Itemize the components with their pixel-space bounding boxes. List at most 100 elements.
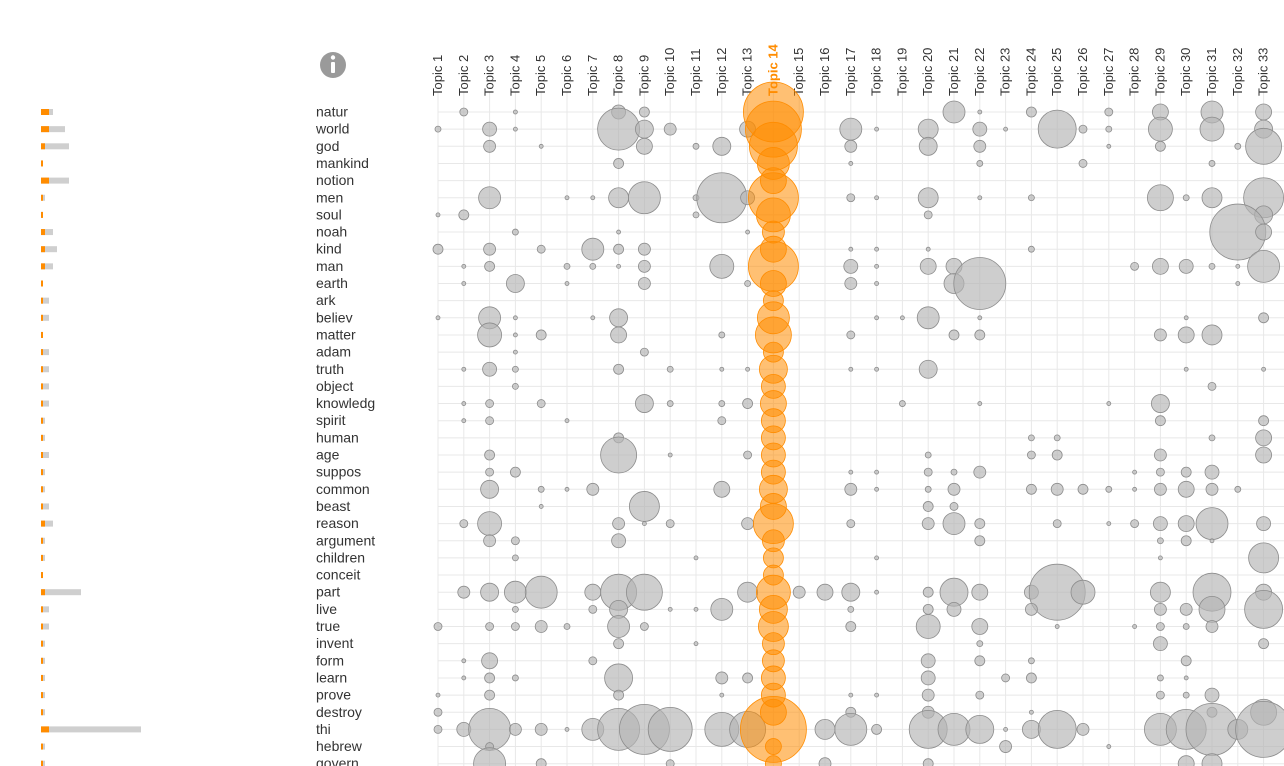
- bubble[interactable]: [461, 418, 467, 424]
- bubble[interactable]: [874, 692, 879, 698]
- topic-label[interactable]: Topic 8: [611, 55, 626, 96]
- bubble[interactable]: [1050, 482, 1064, 496]
- bubble[interactable]: [693, 641, 699, 647]
- bubble[interactable]: [536, 244, 546, 254]
- bubble[interactable]: [484, 260, 496, 272]
- bubble[interactable]: [1026, 106, 1037, 118]
- bubble[interactable]: [1180, 655, 1192, 667]
- bubble[interactable]: [586, 482, 600, 496]
- bubble[interactable]: [483, 534, 497, 548]
- topic-label[interactable]: Topic 26: [1075, 48, 1090, 96]
- bubble[interactable]: [848, 246, 854, 252]
- bubble[interactable]: [1183, 366, 1189, 372]
- bubble[interactable]: [1155, 140, 1166, 152]
- bubble[interactable]: [485, 416, 495, 426]
- bubble[interactable]: [971, 583, 989, 601]
- bubble[interactable]: [1147, 184, 1174, 212]
- term-label[interactable]: men: [316, 189, 343, 205]
- term-label[interactable]: govern: [316, 755, 359, 766]
- bubble[interactable]: [1158, 555, 1163, 561]
- bubble[interactable]: [1234, 485, 1242, 493]
- bubble[interactable]: [692, 142, 700, 150]
- term-label[interactable]: man: [316, 258, 343, 274]
- bubble[interactable]: [977, 401, 983, 406]
- bubble[interactable]: [512, 382, 519, 390]
- bubble[interactable]: [1029, 709, 1034, 715]
- bubble[interactable]: [846, 330, 856, 340]
- bubble[interactable]: [1078, 159, 1088, 168]
- bubble[interactable]: [608, 187, 629, 209]
- bubble[interactable]: [1256, 516, 1271, 531]
- bubble[interactable]: [484, 689, 496, 701]
- bubble[interactable]: [1157, 537, 1164, 545]
- bubble[interactable]: [485, 622, 495, 631]
- bubble[interactable]: [973, 465, 987, 479]
- highlighted-bubble[interactable]: [765, 755, 782, 766]
- term-label[interactable]: reason: [316, 515, 359, 531]
- bubble[interactable]: [663, 122, 677, 136]
- term-label[interactable]: common: [316, 481, 370, 497]
- bubble[interactable]: [1154, 448, 1167, 462]
- bubble[interactable]: [511, 622, 520, 631]
- bubble[interactable]: [1105, 485, 1113, 493]
- bubble[interactable]: [478, 186, 502, 210]
- bubble[interactable]: [613, 363, 624, 375]
- bubble[interactable]: [506, 274, 525, 293]
- bubble[interactable]: [1027, 450, 1036, 460]
- topic-label[interactable]: Topic 27: [1101, 48, 1116, 96]
- bubble[interactable]: [874, 263, 879, 269]
- bubble[interactable]: [713, 480, 731, 498]
- bubble[interactable]: [563, 262, 571, 270]
- term-label[interactable]: part: [316, 584, 340, 600]
- bubble[interactable]: [473, 747, 506, 766]
- term-label[interactable]: live: [316, 601, 337, 617]
- bubble[interactable]: [433, 622, 443, 631]
- bubble[interactable]: [1154, 482, 1167, 496]
- bubble[interactable]: [563, 623, 571, 630]
- bubble[interactable]: [1154, 602, 1167, 616]
- bubble[interactable]: [581, 237, 605, 261]
- bubble[interactable]: [917, 118, 939, 140]
- bubble[interactable]: [1195, 507, 1229, 540]
- bubble[interactable]: [848, 692, 854, 698]
- bubble[interactable]: [1182, 691, 1190, 699]
- bubble[interactable]: [999, 740, 1012, 753]
- bubble[interactable]: [485, 467, 495, 477]
- bubble[interactable]: [512, 365, 519, 373]
- bubble[interactable]: [899, 400, 906, 407]
- bubble[interactable]: [1104, 107, 1114, 117]
- bubble[interactable]: [718, 400, 726, 407]
- bubble[interactable]: [1022, 720, 1041, 739]
- bubble[interactable]: [1051, 449, 1063, 461]
- bubble[interactable]: [717, 416, 727, 426]
- term-label[interactable]: conceit: [316, 567, 360, 583]
- bubble[interactable]: [1178, 258, 1194, 274]
- topic-label[interactable]: Topic 6: [559, 55, 574, 96]
- bubble[interactable]: [1255, 446, 1272, 464]
- bubble[interactable]: [482, 121, 498, 137]
- bubble[interactable]: [597, 107, 640, 151]
- bubble[interactable]: [665, 519, 675, 528]
- bubble[interactable]: [744, 280, 751, 287]
- bubble[interactable]: [564, 281, 570, 286]
- bubble[interactable]: [972, 121, 988, 137]
- topic-label[interactable]: Topic 16: [817, 48, 832, 96]
- bubble[interactable]: [483, 139, 497, 153]
- bubble[interactable]: [742, 398, 753, 409]
- bubble[interactable]: [1026, 672, 1037, 684]
- bubble[interactable]: [846, 193, 856, 203]
- bubble[interactable]: [480, 479, 500, 499]
- bubble[interactable]: [874, 281, 879, 286]
- bubble[interactable]: [918, 359, 938, 379]
- bubble[interactable]: [613, 638, 624, 650]
- bubble[interactable]: [1025, 602, 1038, 616]
- bubble[interactable]: [635, 119, 654, 139]
- topic-label[interactable]: Topic 1: [430, 55, 445, 96]
- topic-label[interactable]: Topic 32: [1230, 48, 1245, 96]
- bubble[interactable]: [1235, 701, 1284, 758]
- bubble[interactable]: [874, 555, 879, 561]
- bubble[interactable]: [640, 347, 649, 357]
- bubble[interactable]: [1247, 249, 1280, 283]
- bubble[interactable]: [692, 211, 700, 219]
- bubble[interactable]: [709, 253, 735, 279]
